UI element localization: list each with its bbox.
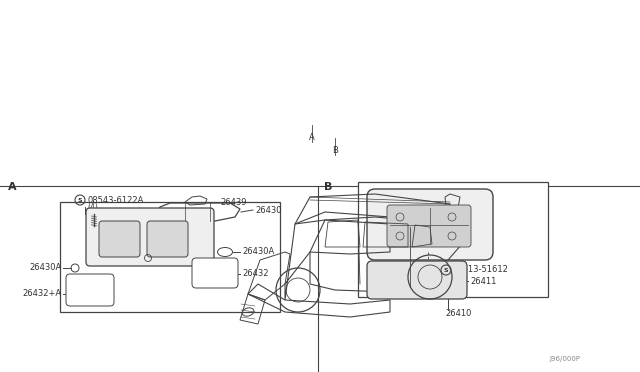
FancyBboxPatch shape: [86, 208, 214, 266]
FancyBboxPatch shape: [147, 221, 188, 257]
Text: A: A: [8, 182, 17, 192]
Text: 08543-6122A: 08543-6122A: [87, 196, 143, 205]
Text: S: S: [77, 198, 83, 202]
Text: 26410J: 26410J: [415, 278, 444, 286]
Text: 26432+A: 26432+A: [23, 289, 62, 298]
Text: A: A: [309, 132, 315, 141]
Text: B: B: [324, 182, 332, 192]
Text: J96/000P: J96/000P: [549, 356, 580, 362]
Bar: [60, 202, 280, 312]
Text: 26432: 26432: [242, 269, 269, 279]
FancyBboxPatch shape: [387, 205, 471, 247]
Text: (2): (2): [453, 273, 464, 282]
Text: 26439: 26439: [220, 198, 246, 206]
Text: 26410: 26410: [445, 310, 472, 318]
Text: 08513-51612: 08513-51612: [453, 266, 509, 275]
FancyBboxPatch shape: [66, 274, 114, 306]
Text: 26411: 26411: [470, 276, 497, 285]
FancyBboxPatch shape: [192, 258, 238, 288]
FancyBboxPatch shape: [367, 261, 467, 299]
FancyBboxPatch shape: [99, 221, 140, 257]
FancyBboxPatch shape: [367, 189, 493, 260]
Text: 26430A: 26430A: [242, 247, 275, 257]
Bar: [358, 182, 548, 297]
Text: B: B: [332, 145, 338, 154]
Text: (4): (4): [87, 202, 98, 212]
Text: S: S: [444, 267, 448, 273]
Text: 26430: 26430: [255, 205, 282, 215]
Text: 26430A: 26430A: [29, 263, 62, 273]
